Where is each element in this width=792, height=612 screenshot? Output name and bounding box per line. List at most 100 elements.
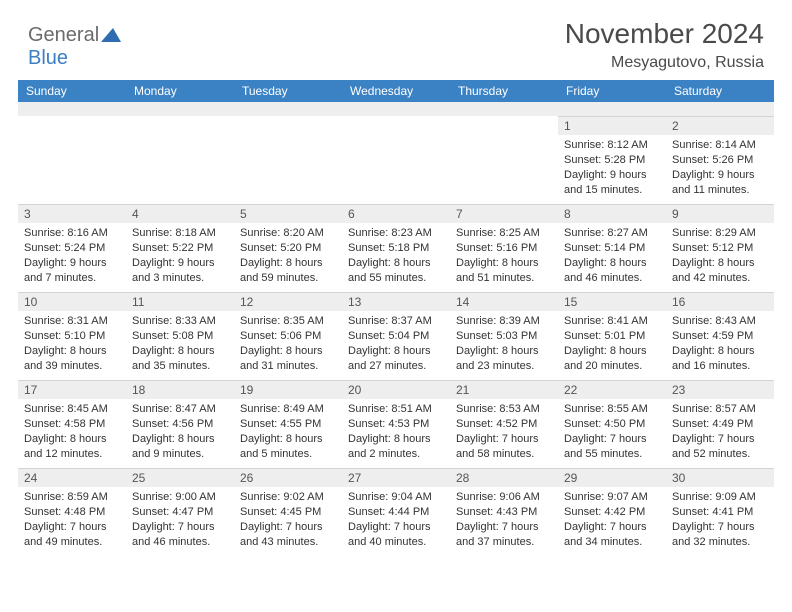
day-number: 19 [234, 380, 342, 399]
info-line: Sunset: 5:14 PM [564, 241, 660, 256]
day-info: Sunrise: 8:18 AMSunset: 5:22 PMDaylight:… [126, 223, 234, 287]
info-line: and 12 minutes. [24, 447, 120, 462]
info-line: Daylight: 8 hours [132, 432, 228, 447]
info-line: Sunrise: 8:27 AM [564, 226, 660, 241]
info-line: Sunrise: 8:41 AM [564, 314, 660, 329]
info-line: and 20 minutes. [564, 359, 660, 374]
day-info: Sunrise: 8:37 AMSunset: 5:04 PMDaylight:… [342, 311, 450, 375]
info-line: and 46 minutes. [132, 535, 228, 550]
info-line: Daylight: 7 hours [456, 520, 552, 535]
week-row: 1Sunrise: 8:12 AMSunset: 5:28 PMDaylight… [18, 116, 774, 204]
info-line: and 58 minutes. [456, 447, 552, 462]
day-cell: 23Sunrise: 8:57 AMSunset: 4:49 PMDayligh… [666, 380, 774, 468]
day-cell: 14Sunrise: 8:39 AMSunset: 5:03 PMDayligh… [450, 292, 558, 380]
info-line: Daylight: 7 hours [564, 520, 660, 535]
info-line: Sunset: 5:20 PM [240, 241, 336, 256]
info-line: Sunrise: 8:59 AM [24, 490, 120, 505]
day-number: 21 [450, 380, 558, 399]
info-line: Daylight: 7 hours [132, 520, 228, 535]
info-line: and 27 minutes. [348, 359, 444, 374]
info-line: Daylight: 8 hours [672, 256, 768, 271]
info-line: Sunset: 4:44 PM [348, 505, 444, 520]
info-line: and 35 minutes. [132, 359, 228, 374]
info-line: Sunrise: 9:02 AM [240, 490, 336, 505]
day-info: Sunrise: 8:23 AMSunset: 5:18 PMDaylight:… [342, 223, 450, 287]
day-number: 15 [558, 292, 666, 311]
day-info: Sunrise: 8:16 AMSunset: 5:24 PMDaylight:… [18, 223, 126, 287]
day-number: 23 [666, 380, 774, 399]
info-line: Sunset: 4:52 PM [456, 417, 552, 432]
day-header: Monday [126, 80, 234, 102]
day-number: 16 [666, 292, 774, 311]
day-info: Sunrise: 9:07 AMSunset: 4:42 PMDaylight:… [558, 487, 666, 551]
info-line: Daylight: 8 hours [348, 256, 444, 271]
day-cell: 10Sunrise: 8:31 AMSunset: 5:10 PMDayligh… [18, 292, 126, 380]
info-line: Sunset: 4:53 PM [348, 417, 444, 432]
spacer-row [18, 102, 774, 116]
day-number: 20 [342, 380, 450, 399]
day-cell: 15Sunrise: 8:41 AMSunset: 5:01 PMDayligh… [558, 292, 666, 380]
day-cell: 18Sunrise: 8:47 AMSunset: 4:56 PMDayligh… [126, 380, 234, 468]
day-cell: 20Sunrise: 8:51 AMSunset: 4:53 PMDayligh… [342, 380, 450, 468]
day-cell: 22Sunrise: 8:55 AMSunset: 4:50 PMDayligh… [558, 380, 666, 468]
info-line: Sunrise: 9:06 AM [456, 490, 552, 505]
info-line: Sunrise: 8:31 AM [24, 314, 120, 329]
info-line: Daylight: 7 hours [672, 520, 768, 535]
day-number: 4 [126, 204, 234, 223]
info-line: Daylight: 8 hours [564, 256, 660, 271]
day-number: 13 [342, 292, 450, 311]
info-line: and 32 minutes. [672, 535, 768, 550]
day-cell: 2Sunrise: 8:14 AMSunset: 5:26 PMDaylight… [666, 116, 774, 204]
info-line: Sunset: 5:26 PM [672, 153, 768, 168]
day-info: Sunrise: 9:09 AMSunset: 4:41 PMDaylight:… [666, 487, 774, 551]
info-line: Daylight: 7 hours [672, 432, 768, 447]
info-line: Sunrise: 8:35 AM [240, 314, 336, 329]
info-line: Sunrise: 8:55 AM [564, 402, 660, 417]
day-info: Sunrise: 8:53 AMSunset: 4:52 PMDaylight:… [450, 399, 558, 463]
day-number: 22 [558, 380, 666, 399]
day-number: 24 [18, 468, 126, 487]
week-row: 24Sunrise: 8:59 AMSunset: 4:48 PMDayligh… [18, 468, 774, 556]
day-cell: 25Sunrise: 9:00 AMSunset: 4:47 PMDayligh… [126, 468, 234, 556]
day-number: 17 [18, 380, 126, 399]
info-line: Sunset: 5:12 PM [672, 241, 768, 256]
info-line: Sunrise: 8:57 AM [672, 402, 768, 417]
info-line: and 3 minutes. [132, 271, 228, 286]
info-line: Sunrise: 8:47 AM [132, 402, 228, 417]
info-line: Sunset: 5:08 PM [132, 329, 228, 344]
week-row: 3Sunrise: 8:16 AMSunset: 5:24 PMDaylight… [18, 204, 774, 292]
day-cell: 13Sunrise: 8:37 AMSunset: 5:04 PMDayligh… [342, 292, 450, 380]
day-info: Sunrise: 8:14 AMSunset: 5:26 PMDaylight:… [666, 135, 774, 199]
day-cell: 16Sunrise: 8:43 AMSunset: 4:59 PMDayligh… [666, 292, 774, 380]
info-line: and 46 minutes. [564, 271, 660, 286]
day-number: 27 [342, 468, 450, 487]
location: Mesyagutovo, Russia [565, 54, 764, 72]
info-line: Sunrise: 9:09 AM [672, 490, 768, 505]
week-row: 17Sunrise: 8:45 AMSunset: 4:58 PMDayligh… [18, 380, 774, 468]
info-line: Daylight: 9 hours [132, 256, 228, 271]
day-cell: 21Sunrise: 8:53 AMSunset: 4:52 PMDayligh… [450, 380, 558, 468]
info-line: and 37 minutes. [456, 535, 552, 550]
day-number: 9 [666, 204, 774, 223]
day-number: 30 [666, 468, 774, 487]
day-info: Sunrise: 8:59 AMSunset: 4:48 PMDaylight:… [18, 487, 126, 551]
day-cell: 4Sunrise: 8:18 AMSunset: 5:22 PMDaylight… [126, 204, 234, 292]
day-cell: 6Sunrise: 8:23 AMSunset: 5:18 PMDaylight… [342, 204, 450, 292]
day-header: Tuesday [234, 80, 342, 102]
info-line: Daylight: 8 hours [24, 344, 120, 359]
info-line: Daylight: 7 hours [24, 520, 120, 535]
day-number: 8 [558, 204, 666, 223]
info-line: and 39 minutes. [24, 359, 120, 374]
day-info: Sunrise: 8:31 AMSunset: 5:10 PMDaylight:… [18, 311, 126, 375]
logo-text-blue: Blue [28, 47, 68, 69]
info-line: Daylight: 8 hours [240, 256, 336, 271]
day-cell: 7Sunrise: 8:25 AMSunset: 5:16 PMDaylight… [450, 204, 558, 292]
info-line: Sunset: 4:56 PM [132, 417, 228, 432]
info-line: Sunrise: 8:49 AM [240, 402, 336, 417]
info-line: Sunrise: 8:51 AM [348, 402, 444, 417]
logo-triangle-icon [101, 26, 121, 47]
info-line: Sunset: 4:45 PM [240, 505, 336, 520]
info-line: Sunset: 5:28 PM [564, 153, 660, 168]
day-number: 3 [18, 204, 126, 223]
info-line: Sunrise: 8:33 AM [132, 314, 228, 329]
